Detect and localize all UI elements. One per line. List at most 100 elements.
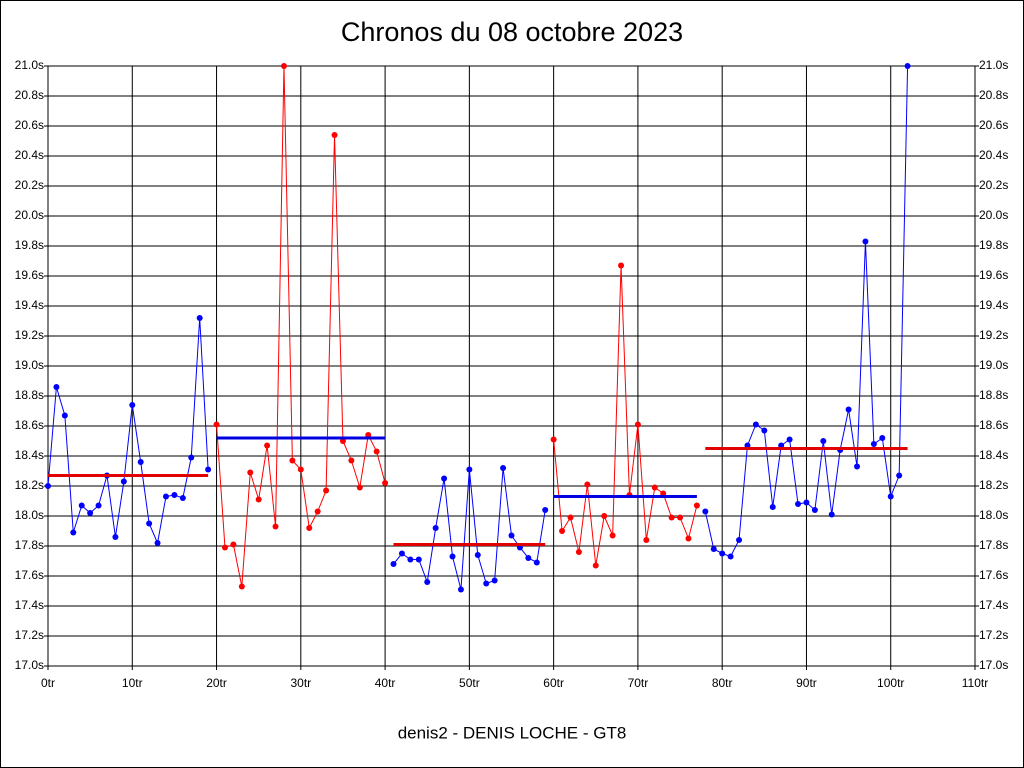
data-point: [887, 493, 894, 500]
data-point: [550, 436, 557, 443]
data-point: [230, 541, 237, 548]
x-tick-label: 70tr: [628, 676, 649, 690]
data-point: [508, 532, 515, 539]
data-point: [87, 510, 94, 516]
data-point: [752, 421, 759, 428]
x-tick-label: 90tr: [796, 676, 817, 690]
data-point: [693, 502, 700, 509]
data-point: [373, 448, 380, 455]
data-point: [255, 496, 262, 503]
data-point: [280, 63, 287, 69]
data-point: [297, 466, 304, 473]
y-tick-label: 20.4s: [15, 148, 44, 162]
data-point: [769, 504, 776, 510]
data-point: [533, 559, 540, 566]
data-point: [643, 537, 650, 543]
y-tick-label: 18.8s: [15, 388, 44, 402]
data-point: [272, 523, 279, 530]
data-point: [845, 406, 852, 413]
data-point: [247, 469, 254, 476]
y-tick-label: 21.0s: [15, 58, 44, 72]
data-point: [500, 465, 507, 471]
y2-tick-label: 17.4s: [979, 598, 1008, 612]
data-point: [559, 528, 566, 534]
data-point: [567, 514, 574, 521]
data-point: [491, 577, 498, 584]
data-point: [196, 315, 203, 321]
data-point: [854, 463, 861, 470]
data-point: [289, 457, 296, 464]
data-point: [525, 555, 532, 561]
data-point: [171, 492, 178, 498]
x-tick-label: 0tr: [41, 676, 55, 690]
x-tick-label: 100tr: [877, 676, 904, 690]
data-point: [306, 525, 313, 531]
data-point: [710, 546, 717, 552]
y2-tick-label: 18.6s: [979, 418, 1008, 432]
data-point: [432, 525, 439, 531]
y-tick-label: 17.4s: [15, 598, 44, 612]
data-point: [685, 535, 692, 542]
y2-tick-label: 17.0s: [979, 658, 1008, 672]
data-point: [575, 549, 582, 555]
y-tick-label: 20.0s: [15, 208, 44, 222]
data-point: [441, 475, 448, 482]
data-point: [154, 540, 161, 546]
y2-tick-label: 17.8s: [979, 538, 1008, 552]
y2-tick-label: 19.4s: [979, 298, 1008, 312]
data-point: [677, 514, 684, 521]
data-point: [407, 556, 414, 563]
data-point: [179, 495, 186, 501]
data-point: [811, 507, 818, 513]
y-tick-label: 17.0s: [15, 658, 44, 672]
y2-tick-label: 18.4s: [979, 448, 1008, 462]
x-tick-label: 80tr: [712, 676, 733, 690]
y2-tick-label: 21.0s: [979, 58, 1008, 72]
y2-tick-label: 17.6s: [979, 568, 1008, 582]
y2-tick-label: 19.2s: [979, 328, 1008, 342]
data-point: [896, 472, 903, 479]
data-point: [474, 552, 481, 558]
data-point: [398, 550, 405, 557]
y-tick-label: 17.8s: [15, 538, 44, 552]
data-point: [618, 262, 625, 269]
data-point: [146, 520, 153, 527]
data-point: [137, 459, 144, 465]
data-point: [95, 502, 102, 509]
y2-tick-label: 18.0s: [979, 508, 1008, 522]
data-point: [727, 553, 734, 560]
data-point: [356, 484, 363, 491]
data-point: [592, 562, 599, 569]
data-point: [466, 466, 473, 473]
data-point: [584, 481, 591, 488]
x-tick-label: 110tr: [962, 676, 988, 690]
x-tick-label: 30tr: [290, 676, 311, 690]
data-point: [415, 556, 422, 563]
data-point: [457, 586, 464, 593]
y-tick-label: 19.8s: [15, 238, 44, 252]
data-point: [112, 534, 119, 540]
y-tick-label: 18.2s: [15, 478, 44, 492]
data-point: [424, 579, 431, 585]
data-point: [221, 544, 228, 551]
y-tick-label: 19.4s: [15, 298, 44, 312]
data-point: [213, 421, 220, 428]
data-point: [390, 561, 397, 567]
data-point: [70, 529, 77, 536]
data-point: [188, 454, 195, 461]
chart-footer: denis2 - DENIS LOCHE - GT8: [398, 723, 627, 742]
data-point: [238, 583, 245, 590]
data-point: [634, 421, 641, 428]
x-tick-label: 60tr: [543, 676, 564, 690]
x-tick-label: 40tr: [375, 676, 396, 690]
y-tick-label: 20.8s: [15, 88, 44, 102]
data-point: [828, 511, 835, 518]
data-point: [323, 487, 330, 494]
y2-tick-label: 17.2s: [979, 628, 1008, 642]
data-point: [542, 507, 549, 513]
y-tick-label: 18.0s: [15, 508, 44, 522]
data-point: [786, 436, 793, 443]
data-point: [702, 508, 709, 515]
data-point: [862, 238, 869, 245]
